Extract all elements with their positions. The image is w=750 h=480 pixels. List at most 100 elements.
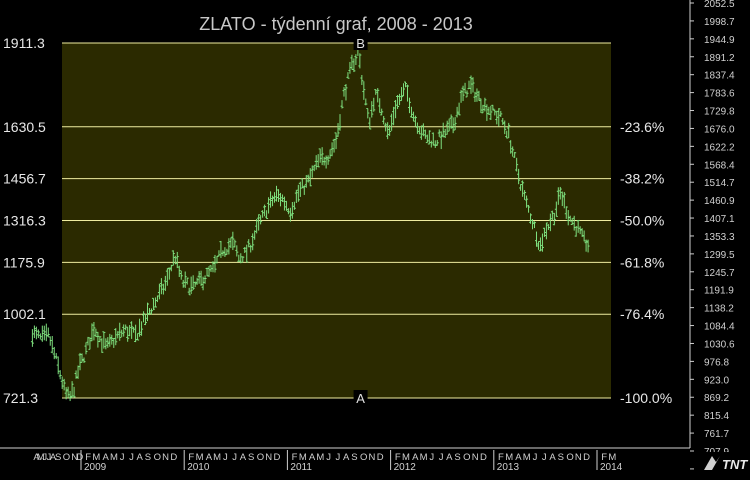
right-axis-label: 761.7: [704, 429, 729, 440]
right-axis-label: 1783.6: [704, 89, 735, 100]
right-axis-label: 1030.6: [704, 339, 735, 350]
x-axis-month-label: N: [368, 452, 375, 463]
x-axis-month-label: N: [162, 452, 169, 463]
x-axis-month-label: S: [248, 452, 254, 463]
right-axis-label: 1622.2: [704, 142, 735, 153]
right-axis-label: 1460.9: [704, 196, 735, 207]
x-axis-month-label: M: [523, 452, 531, 463]
x-axis-month-label: J: [335, 452, 340, 463]
x-axis-year-label: 2012: [394, 462, 417, 473]
x-axis-month-label: D: [583, 452, 590, 463]
x-axis-month-label: S: [454, 452, 460, 463]
x-axis-month-label: A: [343, 452, 350, 463]
x-axis-month-label: J: [129, 452, 134, 463]
fib-level-label: 721.3: [3, 390, 38, 406]
x-axis-month-label: D: [480, 452, 487, 463]
x-axis-month-label: F: [292, 452, 298, 463]
x-axis-month-label: A: [549, 452, 556, 463]
right-axis-label: 1837.4: [704, 71, 735, 82]
x-axis-month-label: M: [92, 452, 100, 463]
right-axis-label: 1729.8: [704, 107, 735, 118]
right-axis-label: 1944.9: [704, 35, 735, 46]
x-axis-month-label: F: [85, 452, 91, 463]
x-axis-month-label: D: [170, 452, 177, 463]
fib-level-label: 1316.3: [3, 213, 46, 229]
x-axis-month-label: M: [505, 452, 513, 463]
x-axis-month-label: A: [515, 452, 522, 463]
right-axis-label: 869.2: [704, 393, 729, 404]
x-axis-month-label: A: [446, 452, 453, 463]
logo-text: TNT: [722, 457, 748, 472]
x-axis-month-label: J: [47, 452, 52, 463]
x-axis-month-label: J: [429, 452, 434, 463]
tnt-logo: TNT: [700, 452, 750, 475]
x-axis-month-label: J: [120, 452, 125, 463]
x-axis-month-label: M: [196, 452, 204, 463]
fib-pct-label: -50.0%: [620, 213, 664, 229]
right-axis-label: 1138.2: [704, 304, 734, 315]
x-axis-month-label: O: [63, 452, 70, 463]
x-axis-month-label: A: [33, 452, 40, 463]
logo-emblem: [704, 456, 720, 470]
right-axis-label: 815.4: [704, 411, 729, 422]
right-axis-label: 1191.9: [704, 286, 734, 297]
x-axis-month-label: A: [309, 452, 316, 463]
right-axis-label: 1514.7: [704, 178, 735, 189]
x-axis-month-label: A: [50, 452, 57, 463]
fib-level-label: 1911.3: [3, 35, 45, 51]
fib-pct-label: -38.2%: [620, 171, 664, 187]
marker-box: [353, 35, 368, 50]
x-axis-month-label: J: [439, 452, 444, 463]
x-axis-month-label: N: [265, 452, 272, 463]
marker-label-b: B: [356, 36, 365, 51]
marker-box: [353, 390, 368, 405]
right-axis-label: 1407.1: [704, 214, 735, 225]
x-axis-month-label: N: [71, 452, 78, 463]
x-axis-month-label: J: [533, 452, 538, 463]
x-axis-month-label: F: [601, 452, 607, 463]
time-axis: AMJ JAS O ND F M A M J J A S O N D F M A M J J A S O N D F M A M J J A S O…: [0, 447, 690, 473]
right-axis-label: 1353.3: [704, 232, 735, 243]
x-axis-month-label: M: [37, 452, 45, 463]
fib-pct-label: -23.6%: [620, 119, 664, 135]
right-axis-label: 1299.5: [704, 250, 735, 261]
x-axis-month-label: O: [154, 452, 161, 463]
right-axis-label: 1676.0: [704, 124, 735, 135]
x-axis-month-label: S: [558, 452, 564, 463]
x-axis-month-label: S: [55, 452, 61, 463]
fib-pct-label: -61.8%: [620, 254, 664, 270]
x-axis-year-label: 2011: [290, 462, 312, 473]
fib-level-label: 1456.7: [3, 171, 46, 187]
fibonacci-lines: 1911.3 1630.5 -23.6% 1456.7 -38.2% 1316.3 -50.…: [3, 35, 672, 406]
x-axis-month-label: M: [316, 452, 324, 463]
fib-level-label: 1630.5: [3, 119, 46, 135]
x-axis-month-label: M: [420, 452, 428, 463]
x-axis-month-label: A: [206, 452, 213, 463]
price-bars: [30, 47, 590, 402]
x-axis-month-label: O: [463, 452, 470, 463]
x-axis-month-label: F: [188, 452, 194, 463]
x-axis-month-label: O: [257, 452, 264, 463]
x-axis-month-label: J: [542, 452, 547, 463]
right-axis-label: 1568.4: [704, 160, 735, 171]
x-axis-month-label: D: [377, 452, 384, 463]
x-axis-month-label: D: [274, 452, 281, 463]
point-markers: BA: [353, 35, 368, 406]
chart-title: ZLATO - týdenní graf, 2008 - 2013: [199, 14, 473, 34]
x-axis-month-label: O: [360, 452, 367, 463]
x-axis-month-label: A: [137, 452, 144, 463]
x-axis-year-label: 2014: [600, 462, 623, 473]
x-axis-month-label: N: [575, 452, 582, 463]
right-axis-label: 976.8: [704, 357, 729, 368]
marker-label-a: A: [356, 391, 365, 406]
x-axis-month-label: F: [498, 452, 504, 463]
x-axis-month-label: J: [223, 452, 228, 463]
fib-level-label: 1002.1: [3, 306, 46, 322]
fib-pct-label: -100.0%: [620, 390, 672, 406]
x-axis-month-label: D: [76, 452, 83, 463]
x-axis-month-label: J: [42, 452, 47, 463]
x-axis-month-label: M: [608, 452, 616, 463]
x-axis-year-label: 2009: [84, 462, 107, 473]
